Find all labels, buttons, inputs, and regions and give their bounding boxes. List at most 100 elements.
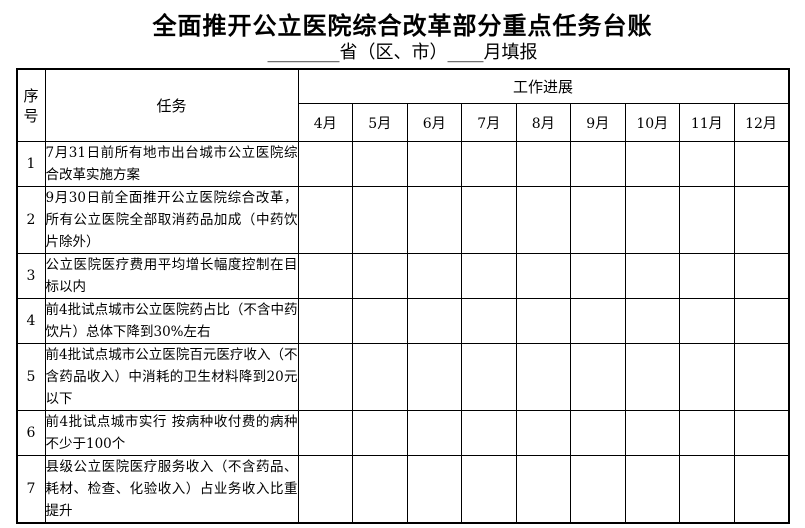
progress-cell[interactable] bbox=[406, 410, 462, 456]
progress-cell[interactable] bbox=[406, 141, 462, 187]
progress-cell[interactable] bbox=[624, 343, 680, 411]
progress-cell[interactable] bbox=[733, 410, 789, 456]
task-row: 6 前4批试点城市实行 按病种收付费的病种不少于100个 bbox=[16, 410, 789, 456]
progress-cell[interactable] bbox=[570, 298, 626, 344]
progress-cell[interactable] bbox=[679, 343, 735, 411]
progress-cell[interactable] bbox=[406, 455, 462, 524]
task-number: 3 bbox=[16, 253, 46, 299]
progress-cell[interactable] bbox=[570, 253, 626, 299]
header-month: 9月 bbox=[570, 103, 626, 142]
progress-cell[interactable] bbox=[679, 455, 735, 524]
task-description: 7月31日前所有地市出台城市公立医院综合改革实施方案 bbox=[44, 141, 299, 187]
progress-cell[interactable] bbox=[733, 253, 789, 299]
progress-cell[interactable] bbox=[624, 455, 680, 524]
header-row-top: 序号 任务 工作进展 bbox=[16, 68, 789, 142]
progress-cell[interactable] bbox=[733, 455, 789, 524]
progress-cell[interactable] bbox=[515, 298, 571, 344]
progress-cell[interactable] bbox=[297, 455, 353, 524]
progress-cell[interactable] bbox=[461, 343, 517, 411]
progress-cell[interactable] bbox=[352, 410, 408, 456]
progress-cell[interactable] bbox=[733, 343, 789, 411]
progress-cell[interactable] bbox=[297, 410, 353, 456]
progress-cell[interactable] bbox=[570, 455, 626, 524]
progress-cell[interactable] bbox=[570, 186, 626, 254]
progress-cell[interactable] bbox=[679, 298, 735, 344]
progress-cell[interactable] bbox=[297, 186, 353, 254]
progress-cell[interactable] bbox=[679, 141, 735, 187]
progress-cell[interactable] bbox=[406, 343, 462, 411]
progress-cell[interactable] bbox=[679, 186, 735, 254]
progress-cell[interactable] bbox=[624, 410, 680, 456]
progress-cell[interactable] bbox=[406, 186, 462, 254]
task-ledger-table: 序号 任务 工作进展 4月 5月 6月 7月 8月 9月 10月 11月 12月 1 7月31日前… bbox=[15, 68, 790, 524]
task-description: 前4批试点城市实行 按病种收付费的病种不少于100个 bbox=[44, 410, 299, 456]
document-title: 全面推开公立医院综合改革部分重点任务台账 bbox=[152, 11, 653, 40]
table-header: 序号 任务 工作进展 4月 5月 6月 7月 8月 9月 10月 11月 12月 bbox=[16, 68, 789, 142]
progress-cell[interactable] bbox=[733, 298, 789, 344]
progress-cell[interactable] bbox=[733, 186, 789, 254]
task-number: 2 bbox=[16, 186, 46, 254]
progress-cell[interactable] bbox=[515, 253, 571, 299]
progress-cell[interactable] bbox=[624, 298, 680, 344]
progress-cell[interactable] bbox=[515, 141, 571, 187]
task-number: 4 bbox=[16, 298, 46, 344]
progress-cell[interactable] bbox=[352, 253, 408, 299]
progress-cell[interactable] bbox=[352, 298, 408, 344]
header-month: 11月 bbox=[679, 103, 735, 142]
progress-cell[interactable] bbox=[570, 343, 626, 411]
header-month: 12月 bbox=[733, 103, 789, 142]
progress-cell[interactable] bbox=[352, 186, 408, 254]
progress-cell[interactable] bbox=[461, 186, 517, 254]
progress-cell[interactable] bbox=[297, 343, 353, 411]
progress-cell[interactable] bbox=[461, 141, 517, 187]
task-number: 1 bbox=[16, 141, 46, 187]
task-description: 前4批试点城市公立医院百元医疗收入（不含药品收入）中消耗的卫生材料降到20元以下 bbox=[44, 343, 299, 411]
header-month: 4月 bbox=[297, 103, 353, 142]
progress-cell[interactable] bbox=[406, 253, 462, 299]
task-row: 7 县级公立医院医疗服务收入（不含药品、耗材、检查、化验收入）占业务收入比重提升 bbox=[16, 455, 789, 524]
header-month: 5月 bbox=[352, 103, 408, 142]
header-month: 10月 bbox=[624, 103, 680, 142]
task-number: 7 bbox=[16, 455, 46, 524]
progress-cell[interactable] bbox=[679, 410, 735, 456]
progress-cell[interactable] bbox=[406, 298, 462, 344]
header-month: 8月 bbox=[515, 103, 571, 142]
task-row: 1 7月31日前所有地市出台城市公立医院综合改革实施方案 bbox=[16, 141, 789, 187]
progress-cell[interactable] bbox=[624, 186, 680, 254]
document-subtitle: ________省（区、市）____月填报 bbox=[267, 42, 538, 63]
header-task: 任务 bbox=[44, 68, 299, 142]
progress-cell[interactable] bbox=[352, 343, 408, 411]
progress-cell[interactable] bbox=[733, 141, 789, 187]
progress-cell[interactable] bbox=[461, 298, 517, 344]
progress-cell[interactable] bbox=[570, 410, 626, 456]
progress-cell[interactable] bbox=[570, 141, 626, 187]
task-number: 6 bbox=[16, 410, 46, 456]
task-row: 4 前4批试点城市公立医院药占比（不含中药饮片）总体下降到30%左右 bbox=[16, 298, 789, 344]
progress-cell[interactable] bbox=[352, 141, 408, 187]
progress-cell[interactable] bbox=[515, 186, 571, 254]
progress-cell[interactable] bbox=[624, 141, 680, 187]
task-row: 5 前4批试点城市公立医院百元医疗收入（不含药品收入）中消耗的卫生材料降到20元以… bbox=[16, 343, 789, 411]
progress-cell[interactable] bbox=[297, 298, 353, 344]
header-progress: 工作进展 bbox=[297, 68, 789, 104]
progress-cell[interactable] bbox=[297, 141, 353, 187]
progress-cell[interactable] bbox=[515, 455, 571, 524]
progress-cell[interactable] bbox=[461, 253, 517, 299]
progress-cell[interactable] bbox=[679, 253, 735, 299]
progress-cell[interactable] bbox=[352, 455, 408, 524]
progress-cell[interactable] bbox=[515, 410, 571, 456]
progress-cell[interactable] bbox=[461, 455, 517, 524]
task-description: 县级公立医院医疗服务收入（不含药品、耗材、检查、化验收入）占业务收入比重提升 bbox=[44, 455, 299, 524]
task-description: 公立医院医疗费用平均增长幅度控制在目标以内 bbox=[44, 253, 299, 299]
task-description: 前4批试点城市公立医院药占比（不含中药饮片）总体下降到30%左右 bbox=[44, 298, 299, 344]
header-month: 6月 bbox=[406, 103, 462, 142]
task-number: 5 bbox=[16, 343, 46, 411]
progress-cell[interactable] bbox=[515, 343, 571, 411]
progress-cell[interactable] bbox=[461, 410, 517, 456]
progress-cell[interactable] bbox=[297, 253, 353, 299]
task-row: 3 公立医院医疗费用平均增长幅度控制在目标以内 bbox=[16, 253, 789, 299]
header-month: 7月 bbox=[461, 103, 517, 142]
task-description: 9月30日前全面推开公立医院综合改革，所有公立医院全部取消药品加成（中药饮片除外… bbox=[44, 186, 299, 254]
progress-cell[interactable] bbox=[624, 253, 680, 299]
